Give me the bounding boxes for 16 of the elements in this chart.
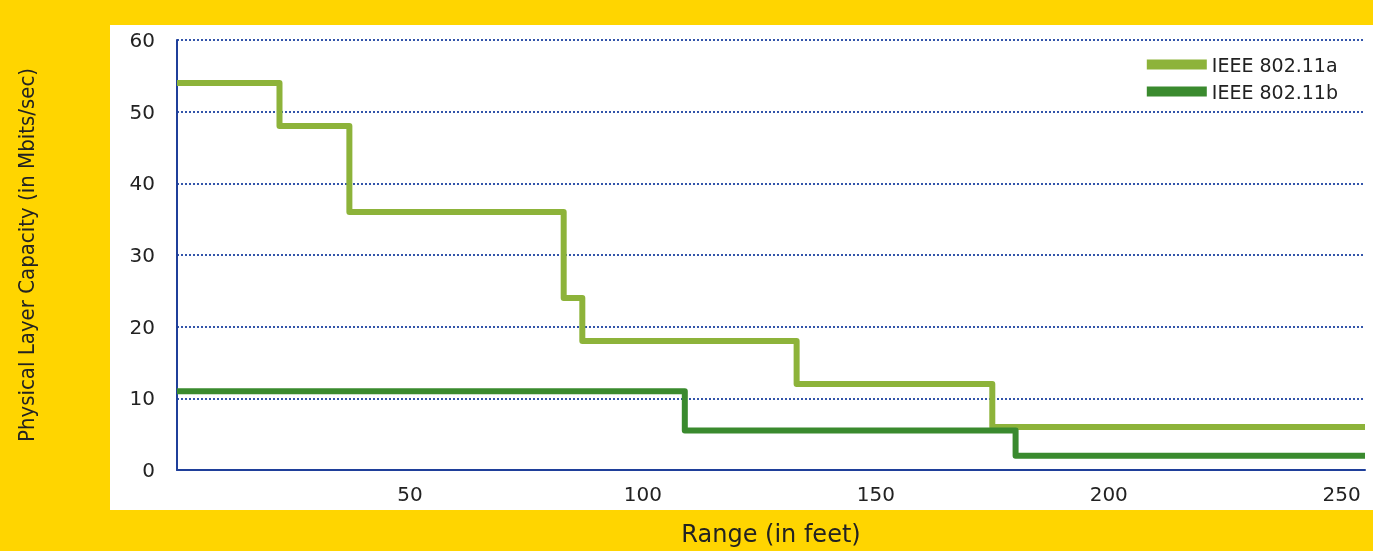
x-tick-label: 200 xyxy=(1089,482,1128,506)
y-tick-label: 60 xyxy=(129,28,155,52)
x-axis-title: Range (in feet) xyxy=(681,520,861,548)
y-tick-label: 0 xyxy=(142,458,155,482)
x-tick-label: 50 xyxy=(397,482,423,506)
x-tick-label: 100 xyxy=(623,482,662,506)
y-tick-label: 40 xyxy=(129,171,155,196)
x-tick-label: 150 xyxy=(856,482,895,506)
legend-label: IEEE 802.11a xyxy=(1211,53,1338,76)
y-axis-title: Physical Layer Capacity (in Mbits/sec) xyxy=(13,67,39,443)
legend-label: IEEE 802.11b xyxy=(1211,80,1338,103)
y-tick-label: 50 xyxy=(129,99,155,124)
y-tick-label: 10 xyxy=(129,386,155,411)
y-tick-label: 30 xyxy=(129,243,155,267)
x-tick-label: 250 xyxy=(1322,482,1361,506)
y-tick-label: 20 xyxy=(129,314,155,339)
